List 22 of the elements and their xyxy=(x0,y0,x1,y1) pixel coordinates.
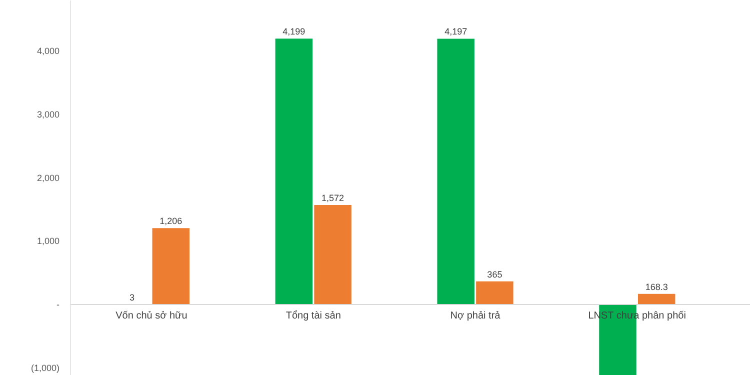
data-label: 4,199 xyxy=(282,26,306,37)
data-label: 168.3 xyxy=(645,282,668,292)
x-tick-label: Tổng tài sản xyxy=(286,310,341,322)
bar xyxy=(437,38,474,305)
bar xyxy=(314,204,352,305)
y-tick-label: 3,000 xyxy=(36,110,60,120)
data-label: 3 xyxy=(130,292,135,302)
data-label: 4,197 xyxy=(444,26,468,37)
y-tick-label: 2,000 xyxy=(36,172,60,183)
data-label: 365 xyxy=(487,269,502,280)
y-tick-label: - xyxy=(56,300,60,310)
bar xyxy=(638,294,676,305)
bar xyxy=(152,228,190,305)
data-label: 1,572 xyxy=(322,192,344,203)
y-tick-label: 4,000 xyxy=(36,46,60,56)
data-label: 1,206 xyxy=(160,216,182,226)
x-tick-label: Nợ phải trả xyxy=(450,310,501,322)
y-tick-label: 1,000 xyxy=(36,236,60,246)
bar xyxy=(275,38,313,305)
bar xyxy=(476,281,514,305)
y-tick-label: (1,000) xyxy=(30,362,60,373)
x-tick-label: Vốn chủ sở hữu xyxy=(116,310,188,322)
